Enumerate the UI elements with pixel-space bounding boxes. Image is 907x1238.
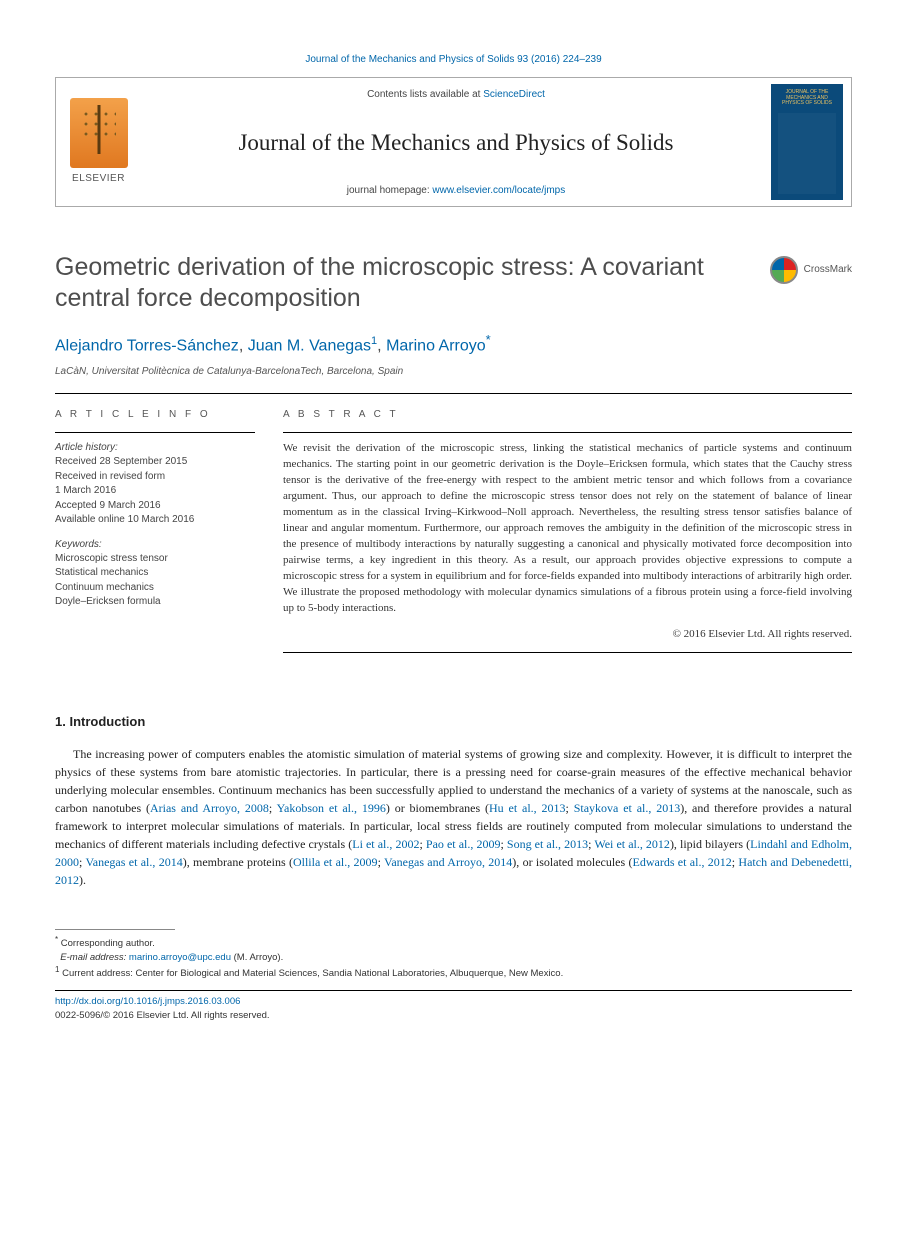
citation-link[interactable]: Hu et al., 2013 xyxy=(489,801,566,815)
cover-thumb-body xyxy=(778,113,836,195)
text-run: ), lipid bilayers ( xyxy=(670,837,750,851)
footnote-text: Current address: Center for Biological a… xyxy=(59,968,563,979)
keyword: Continuum mechanics xyxy=(55,581,255,596)
elsevier-logo[interactable]: ELSEVIER xyxy=(56,78,141,206)
divider xyxy=(283,652,852,653)
history-label: Article history: xyxy=(55,441,255,455)
citation-link[interactable]: Edwards et al., 2012 xyxy=(633,855,732,869)
author-list: Alejandro Torres-Sánchez, Juan M. Vanega… xyxy=(55,331,852,358)
elsevier-tree-icon xyxy=(70,98,128,168)
keywords-label: Keywords: xyxy=(55,538,255,552)
history-item: Available online 10 March 2016 xyxy=(55,513,255,528)
abstract-copyright: © 2016 Elsevier Ltd. All rights reserved… xyxy=(283,627,852,642)
citation-link[interactable]: Vanegas et al., 2014 xyxy=(85,855,182,869)
divider xyxy=(55,432,255,433)
cover-thumb-title: JOURNAL OF THE MECHANICS AND PHYSICS OF … xyxy=(775,90,839,107)
citation-link[interactable]: Li et al., 2002 xyxy=(352,837,419,851)
journal-title: Journal of the Mechanics and Physics of … xyxy=(238,127,673,159)
citation-link[interactable]: Ollila et al., 2009 xyxy=(293,855,378,869)
author-link[interactable]: Alejandro Torres-Sánchez xyxy=(55,337,239,354)
keyword: Statistical mechanics xyxy=(55,566,255,581)
footnote-line: E-mail address: marino.arroyo@upc.edu (M… xyxy=(55,951,852,964)
citation-link[interactable]: Yakobson et al., 1996 xyxy=(277,801,386,815)
contents-line: Contents lists available at ScienceDirec… xyxy=(367,88,545,102)
email-label: E-mail address: xyxy=(60,952,129,963)
footnote-mark: * xyxy=(55,935,58,944)
corresponding-mark[interactable]: * xyxy=(486,332,491,347)
article-info-heading: A R T I C L E I N F O xyxy=(55,394,255,432)
doi-link[interactable]: http://dx.doi.org/10.1016/j.jmps.2016.03… xyxy=(55,996,240,1007)
history-item: Accepted 9 March 2016 xyxy=(55,499,255,514)
citation-link[interactable]: Wei et al., 2012 xyxy=(594,837,670,851)
footnote-line: * Corresponding author. xyxy=(55,934,852,950)
abstract-text: We revisit the derivation of the microsc… xyxy=(283,441,852,616)
keyword: Doyle–Ericksen formula xyxy=(55,595,255,610)
text-run: ; xyxy=(269,801,277,815)
body-paragraph: The increasing power of computers enable… xyxy=(55,745,852,889)
email-owner: (M. Arroyo). xyxy=(231,952,283,963)
homepage-link[interactable]: www.elsevier.com/locate/jmps xyxy=(432,185,565,196)
header-middle: Contents lists available at ScienceDirec… xyxy=(141,78,771,206)
text-run: ) or biomembranes ( xyxy=(386,801,489,815)
journal-cover-thumb[interactable]: JOURNAL OF THE MECHANICS AND PHYSICS OF … xyxy=(771,84,843,200)
abstract-column: A B S T R A C T We revisit the derivatio… xyxy=(283,394,852,653)
journal-header-box: ELSEVIER Contents lists available at Sci… xyxy=(55,77,852,207)
crossmark-badge[interactable]: CrossMark xyxy=(770,256,852,284)
crossmark-icon xyxy=(770,256,798,284)
footnotes: * Corresponding author. E-mail address: … xyxy=(55,934,852,980)
citation-link[interactable]: Song et al., 2013 xyxy=(507,837,588,851)
footnote-line: 1 Current address: Center for Biological… xyxy=(55,964,852,980)
email-link[interactable]: marino.arroyo@upc.edu xyxy=(129,952,231,963)
citation-link[interactable]: Vanegas and Arroyo, 2014 xyxy=(384,855,512,869)
author-footnote-ref[interactable]: 1 xyxy=(371,335,377,347)
sciencedirect-link[interactable]: ScienceDirect xyxy=(483,89,545,100)
journal-citation-bar: Journal of the Mechanics and Physics of … xyxy=(55,50,852,67)
affiliation: LaCàN, Universitat Politècnica de Catalu… xyxy=(55,365,852,379)
history-item: Received in revised form xyxy=(55,470,255,485)
keyword: Microscopic stress tensor xyxy=(55,552,255,567)
text-run: ), or isolated molecules ( xyxy=(512,855,632,869)
contents-prefix: Contents lists available at xyxy=(367,89,483,100)
homepage-prefix: journal homepage: xyxy=(347,185,433,196)
footnote-text: Corresponding author. xyxy=(61,938,155,949)
text-run: ), membrane proteins ( xyxy=(183,855,293,869)
text-run: ; xyxy=(566,801,574,815)
divider xyxy=(55,990,852,991)
divider xyxy=(283,432,852,433)
footnote-divider xyxy=(55,929,175,930)
citation-link[interactable]: Staykova et al., 2013 xyxy=(574,801,681,815)
article-title: Geometric derivation of the microscopic … xyxy=(55,252,752,315)
text-run: ). xyxy=(79,873,86,887)
citation-link[interactable]: Pao et al., 2009 xyxy=(426,837,501,851)
crossmark-label: CrossMark xyxy=(804,263,852,277)
doi-block: http://dx.doi.org/10.1016/j.jmps.2016.03… xyxy=(55,995,852,1022)
journal-citation-link[interactable]: Journal of the Mechanics and Physics of … xyxy=(305,54,601,65)
author-link[interactable]: Juan M. Vanegas xyxy=(248,337,371,354)
issn-copyright: 0022-5096/© 2016 Elsevier Ltd. All right… xyxy=(55,1010,270,1021)
author-link[interactable]: Marino Arroyo xyxy=(386,337,486,354)
article-info-column: A R T I C L E I N F O Article history: R… xyxy=(55,394,255,653)
history-item: Received 28 September 2015 xyxy=(55,455,255,470)
section-heading: 1. Introduction xyxy=(55,713,852,731)
abstract-heading: A B S T R A C T xyxy=(283,394,852,432)
history-item: 1 March 2016 xyxy=(55,484,255,499)
homepage-line: journal homepage: www.elsevier.com/locat… xyxy=(347,184,565,198)
citation-link[interactable]: Arias and Arroyo, 2008 xyxy=(150,801,269,815)
publisher-name: ELSEVIER xyxy=(72,172,125,186)
